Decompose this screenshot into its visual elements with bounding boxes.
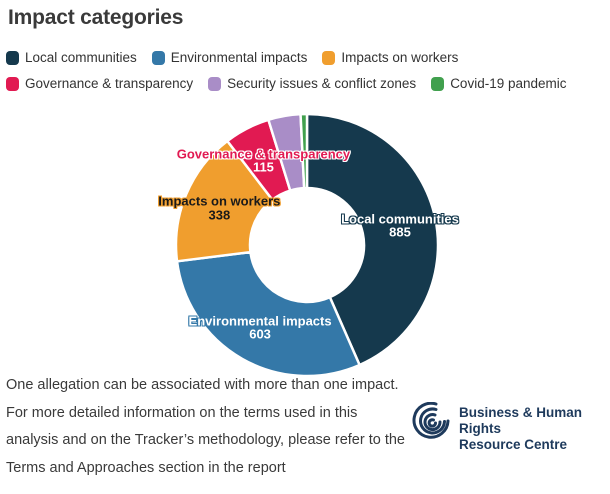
legend-item-0[interactable]: Local communities [6, 50, 137, 65]
legend-swatch-icon [431, 76, 445, 91]
legend: Local communities Environmental impacts Im… [6, 50, 598, 91]
logo-line-1: Business & Human Rights [459, 405, 583, 436]
legend-item-label: Local communities [25, 50, 137, 65]
bhrrc-swirl-icon [412, 401, 452, 451]
legend-swatch-icon [6, 76, 19, 91]
slice-environmental-impacts[interactable] [175, 250, 361, 378]
legend-item-label: Environmental impacts [170, 50, 308, 65]
legend-item-2[interactable]: Impacts on workers [322, 50, 458, 65]
legend-item-label: Impacts on workers [341, 50, 459, 65]
slice-covid-19-pandemic[interactable] [299, 112, 309, 190]
logo-text: Business & Human Rights Resource Centre [459, 402, 610, 453]
legend-item-5[interactable]: Covid-19 pandemic [431, 76, 567, 91]
logo: Business & Human Rights Resource Centre [412, 401, 610, 453]
slice-local-communities[interactable] [305, 112, 440, 367]
legend-item-label: Security issues & conflict zones [227, 76, 417, 91]
footnote-line-2: For more detailed information on the ter… [6, 404, 358, 421]
slice-impacts-on-workers[interactable] [174, 139, 274, 263]
footnote: One allegation can be associated with mo… [6, 372, 411, 482]
legend-item-4[interactable]: Security issues & conflict zones [208, 76, 416, 91]
footnote-line-3: analysis and on the Tracker’s methodolog… [6, 432, 405, 448]
footnote-line-4: Terms and Approaches section in the repo… [6, 459, 286, 476]
legend-swatch-icon [322, 50, 336, 65]
legend-item-1[interactable]: Environmental impacts [151, 50, 308, 65]
page-title: Impact categories [8, 6, 184, 29]
legend-swatch-icon [6, 50, 19, 65]
footnote-line-1: One allegation can be associated with mo… [6, 377, 399, 393]
legend-item-label: Governance & transparency [25, 76, 194, 91]
logo-line-2: Resource Centre [459, 437, 568, 452]
legend-swatch-icon [208, 76, 222, 91]
legend-swatch-icon [151, 50, 165, 65]
legend-item-label: Covid-19 pandemic [450, 76, 567, 91]
legend-item-3[interactable]: Governance & transparency [6, 76, 193, 91]
